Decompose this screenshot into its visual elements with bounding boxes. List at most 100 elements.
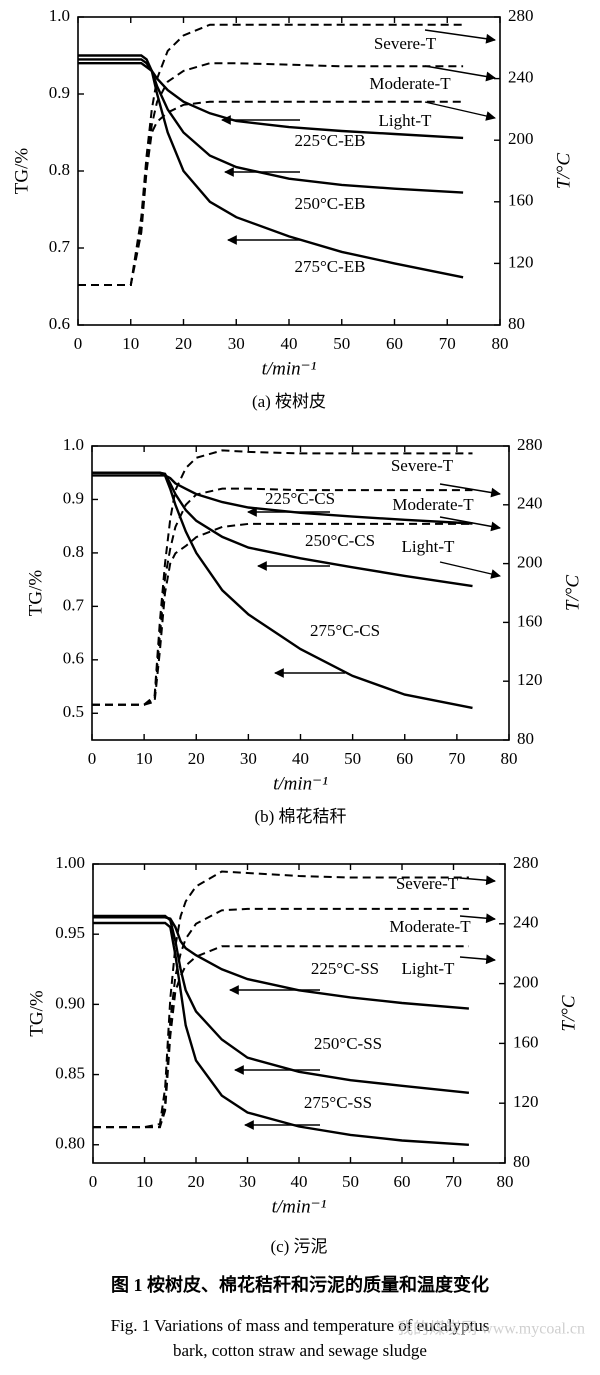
y-tick-label: 0.9 <box>63 488 84 507</box>
x-tick-label: 20 <box>188 749 205 768</box>
x-tick-label: 40 <box>281 334 298 353</box>
y-tick-label: 0.9 <box>49 83 70 102</box>
series-line <box>78 23 464 286</box>
x-tick-label: 70 <box>448 749 465 768</box>
series-line <box>92 522 473 706</box>
x-axis-label: t/min⁻¹ <box>262 358 317 379</box>
y-tick-label: 0.5 <box>63 702 84 721</box>
y2-tick-label: 160 <box>513 1032 539 1051</box>
x-tick-label: 60 <box>394 1172 411 1191</box>
annotation-arrow <box>439 561 501 579</box>
y-axis-label: TG/% <box>26 990 47 1037</box>
y-tick-label: 0.8 <box>63 542 84 561</box>
x-tick-label: 70 <box>439 334 456 353</box>
figure-caption-en: Fig. 1 Variations of mass and temperatur… <box>111 1316 490 1335</box>
series-label: Severe-T <box>391 456 454 475</box>
y2-axis-label: T/°C <box>553 153 574 189</box>
series-line <box>78 62 464 140</box>
series-label: 275°C-CS <box>310 621 380 640</box>
x-tick-label: 50 <box>333 334 350 353</box>
series-label: 250°C-CS <box>305 531 375 550</box>
series-line <box>93 907 469 1129</box>
series-line <box>92 487 473 706</box>
annotation-arrow <box>459 913 496 924</box>
series-label: Light-T <box>402 537 455 556</box>
y2-tick-label: 120 <box>508 252 534 271</box>
x-tick-label: 10 <box>136 1172 153 1191</box>
chart-panel: 0 10 20 30 40 50 60 70 80 0.80 0.85 0.90 0.95 1.00 80 1… <box>26 853 579 1256</box>
y2-axis-label: T/°C <box>562 575 583 611</box>
series-label: Moderate-T <box>392 495 474 514</box>
series-label: Moderate-T <box>389 917 471 936</box>
annotation-arrow <box>439 516 501 532</box>
y2-tick-label: 280 <box>508 6 534 25</box>
y-tick-label: 1.0 <box>63 435 84 454</box>
figure-caption-zh: 图 1 桉树皮、棉花秸秆和污泥的质量和温度变化 <box>111 1274 489 1295</box>
y-axis-label: TG/% <box>25 570 46 617</box>
y2-axis-label: T/°C <box>558 995 579 1031</box>
chart-caption: (c) 污泥 <box>270 1237 327 1256</box>
x-tick-label: 10 <box>136 749 153 768</box>
chart-panel: 0 10 20 30 40 50 60 70 80 0.6 0.7 0.8 0.9 1.0 80 120 160… <box>11 6 574 411</box>
annotation-arrow <box>459 875 496 886</box>
y-tick-label: 0.85 <box>55 1063 85 1082</box>
x-tick-label: 30 <box>240 749 257 768</box>
series-line <box>92 474 473 525</box>
y2-tick-label: 80 <box>513 1152 530 1171</box>
chart-caption: (a) 桉树皮 <box>252 392 326 411</box>
y2-tick-label: 240 <box>508 68 534 87</box>
y2-tick-label: 280 <box>513 853 539 872</box>
y-tick-label: 0.6 <box>63 649 84 668</box>
y2-tick-label: 240 <box>517 494 543 513</box>
chart-panel: 0 10 20 30 40 50 60 70 80 0.5 0.6 0.7 0.8 0.9 1.0 80 120… <box>25 435 583 826</box>
series-label: 275°C-SS <box>304 1093 372 1112</box>
x-tick-label: 50 <box>344 749 361 768</box>
annotation-arrow <box>439 483 501 498</box>
y-tick-label: 0.90 <box>55 993 85 1012</box>
series-label: 250°C-SS <box>314 1034 382 1053</box>
x-tick-label: 80 <box>497 1172 514 1191</box>
y2-tick-label: 160 <box>517 611 543 630</box>
annotation-arrow <box>424 29 496 44</box>
x-axis-label: t/min⁻¹ <box>273 773 328 794</box>
watermark: 我的煤炭网 www.mycoal.cn <box>397 1320 585 1338</box>
x-tick-label: 0 <box>89 1172 98 1191</box>
series-label: Severe-T <box>374 34 437 53</box>
x-tick-label: 20 <box>188 1172 205 1191</box>
x-tick-label: 50 <box>342 1172 359 1191</box>
y2-tick-label: 200 <box>513 973 539 992</box>
series-label: Severe-T <box>396 874 459 893</box>
y-tick-label: 0.7 <box>49 237 71 256</box>
x-axis-label: t/min⁻¹ <box>272 1196 327 1217</box>
y2-tick-label: 200 <box>517 553 543 572</box>
series-line <box>78 100 464 286</box>
annotation-arrow <box>424 65 496 82</box>
y-axis-label: TG/% <box>11 148 32 195</box>
y-tick-label: 1.00 <box>55 853 85 872</box>
series-label: 275°C-EB <box>294 257 365 276</box>
y-tick-label: 0.95 <box>55 923 85 942</box>
series-line <box>93 870 469 1129</box>
x-tick-label: 0 <box>74 334 83 353</box>
series-label: Light-T <box>402 959 455 978</box>
x-tick-label: 40 <box>292 749 309 768</box>
x-tick-label: 60 <box>396 749 413 768</box>
series-label: Moderate-T <box>369 74 451 93</box>
series-label: Light-T <box>379 111 432 130</box>
series-line <box>93 945 469 1129</box>
x-tick-label: 70 <box>445 1172 462 1191</box>
y2-tick-label: 80 <box>508 314 525 333</box>
x-tick-label: 20 <box>175 334 192 353</box>
chart-caption: (b) 棉花秸秆 <box>254 807 346 826</box>
y2-tick-label: 200 <box>508 129 534 148</box>
x-tick-label: 80 <box>501 749 518 768</box>
series-line <box>78 58 464 194</box>
series-label: 225°C-SS <box>311 959 379 978</box>
x-tick-label: 80 <box>492 334 509 353</box>
y2-tick-label: 280 <box>517 435 543 454</box>
y2-tick-label: 160 <box>508 191 534 210</box>
y-tick-label: 0.8 <box>49 160 70 179</box>
annotation-arrow <box>424 101 496 121</box>
series-line <box>93 914 470 1094</box>
